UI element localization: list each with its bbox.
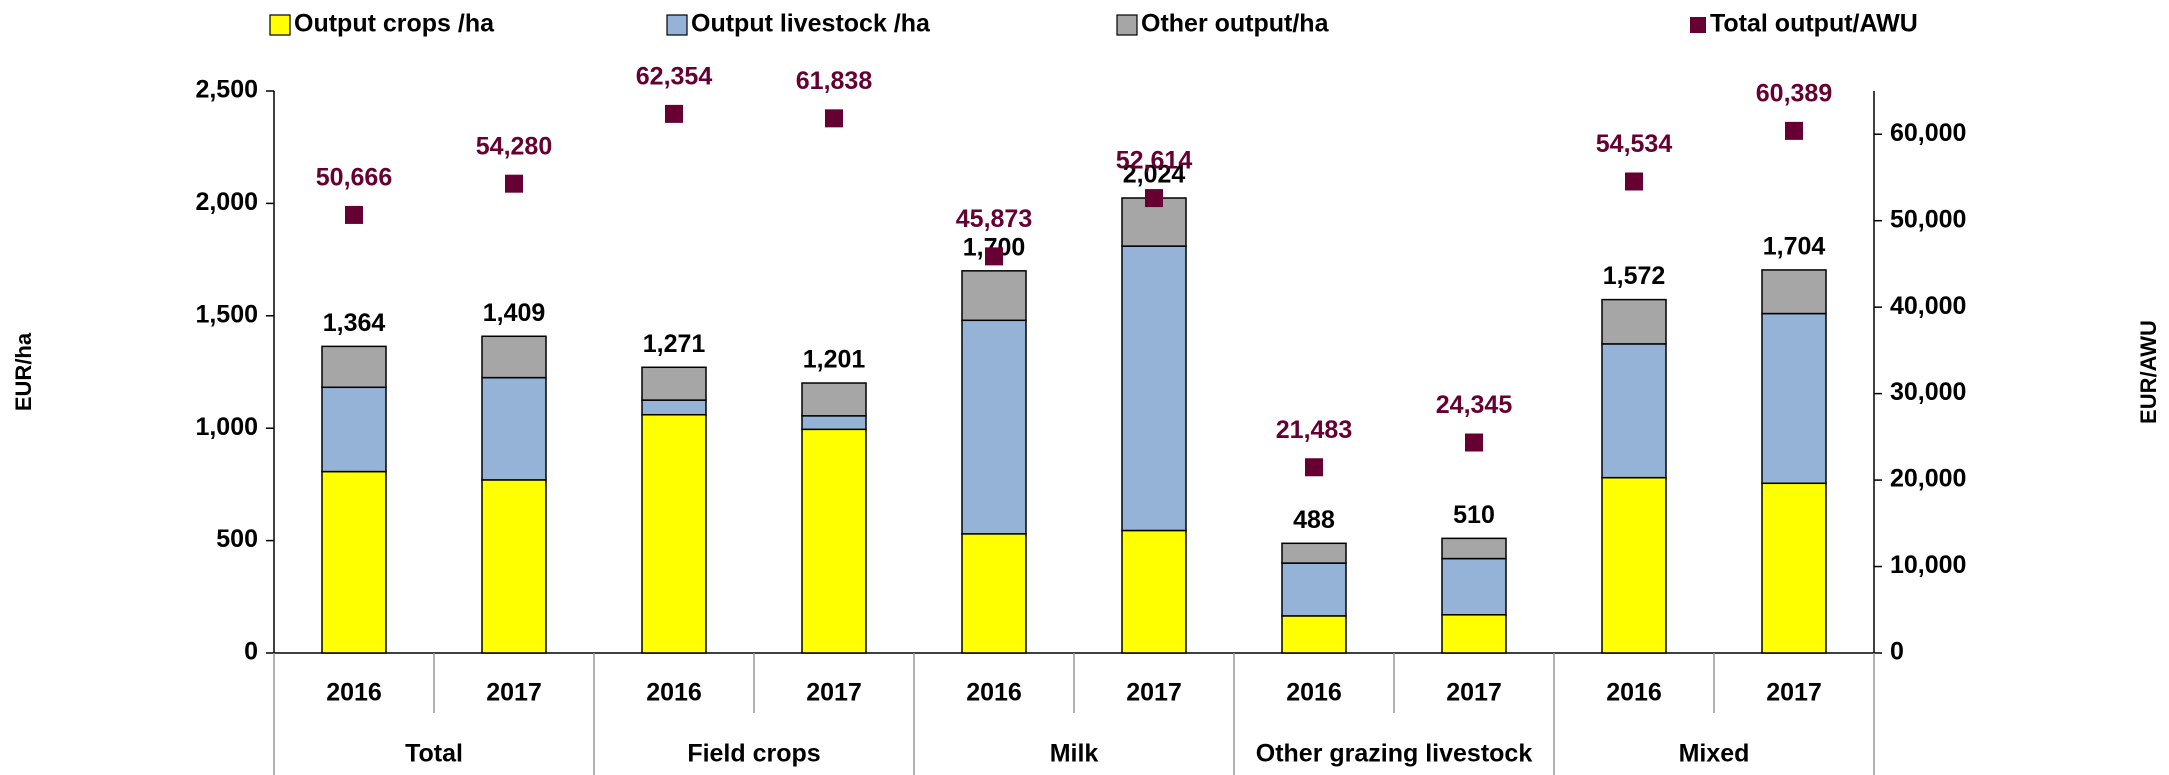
bar-segment [1281, 615, 1347, 654]
bar-segment [1441, 537, 1507, 560]
marker [985, 247, 1003, 266]
legend-label: Total output/AWU [1710, 10, 1918, 38]
y-tick-label: 500 [216, 525, 258, 553]
y2-tick-label: 10,000 [1890, 551, 1966, 579]
marker [345, 205, 363, 224]
y-tick-label: 0 [244, 638, 258, 666]
marker [1145, 189, 1163, 208]
bar-segment [641, 366, 707, 401]
x-tick-label: 2017 [806, 679, 862, 707]
y-tick-label: 1,500 [195, 300, 258, 328]
bar-segment [961, 270, 1027, 322]
total-label: 1,572 [1603, 262, 1666, 290]
bar-segment [1761, 312, 1827, 485]
bar-segment [1121, 245, 1187, 532]
legend-swatch [1116, 14, 1138, 36]
bar-segment [481, 335, 547, 379]
bar-segment [321, 470, 387, 654]
total-label: 488 [1293, 506, 1335, 534]
marker-label: 54,534 [1596, 130, 1673, 158]
y2-tick-label: 0 [1890, 638, 1904, 666]
group-label: Other grazing livestock [1256, 740, 1533, 768]
bar-segment [801, 428, 867, 654]
bar-segment [1601, 298, 1667, 345]
y-tick-label: 2,000 [195, 188, 258, 216]
legend-swatch [269, 14, 291, 36]
y-tick-label: 2,500 [195, 76, 258, 104]
x-tick-label: 2016 [326, 679, 382, 707]
y2-tick-label: 40,000 [1890, 292, 1966, 320]
bar-segment [801, 382, 867, 417]
bar-segment [961, 319, 1027, 535]
group-label: Total [405, 740, 463, 768]
y2-tick-label: 20,000 [1890, 465, 1966, 493]
marker [1625, 172, 1643, 191]
bar-segment [1761, 482, 1827, 654]
marker [1785, 121, 1803, 140]
bar-segment [1761, 269, 1827, 315]
marker-label: 61,838 [796, 67, 873, 95]
bar-segment [1441, 557, 1507, 616]
legend-label: Output livestock /ha [691, 10, 931, 38]
bar-segment [961, 533, 1027, 654]
total-label: 1,409 [483, 299, 546, 327]
marker [1465, 433, 1483, 452]
bar-segment [1281, 562, 1347, 617]
group-label: Milk [1050, 740, 1099, 768]
x-tick-label: 2017 [1126, 679, 1182, 707]
legend-swatch [1690, 17, 1706, 33]
marker-label: 62,354 [636, 62, 713, 90]
marker [825, 109, 843, 128]
group-label: Field crops [687, 740, 820, 768]
y-axis-title: EUR/ha [11, 332, 36, 411]
bar-segment [801, 415, 867, 431]
bar-segment [321, 386, 387, 473]
marker-label: 54,280 [476, 132, 552, 160]
total-label: 1,704 [1763, 233, 1826, 261]
x-tick-label: 2016 [1606, 679, 1662, 707]
bar-segment [321, 345, 387, 389]
total-label: 1,271 [643, 330, 706, 358]
marker-label: 52,614 [1116, 147, 1193, 175]
marker-label: 45,873 [956, 205, 1032, 233]
marker [505, 174, 523, 193]
x-tick-label: 2016 [1286, 679, 1342, 707]
y-tick-label: 1,000 [195, 413, 258, 441]
x-tick-label: 2017 [1766, 679, 1822, 707]
total-label: 1,201 [803, 346, 866, 374]
x-tick-label: 2017 [486, 679, 542, 707]
x-tick-label: 2017 [1446, 679, 1502, 707]
x-tick-label: 2016 [646, 679, 702, 707]
marker-label: 50,666 [316, 164, 392, 192]
y2-tick-label: 30,000 [1890, 378, 1966, 406]
total-label: 1,364 [323, 309, 386, 337]
legend-swatch [666, 14, 688, 36]
legend-label: Output crops /ha [294, 10, 495, 38]
marker-label: 60,389 [1756, 79, 1832, 107]
bar-segment [1601, 476, 1667, 654]
bar-segment [1441, 614, 1507, 654]
marker-label: 24,345 [1436, 391, 1513, 419]
y2-axis-title: EUR/AWU [2136, 320, 2161, 424]
bar-segment [481, 376, 547, 481]
y2-tick-label: 50,000 [1890, 205, 1966, 233]
x-tick-label: 2016 [966, 679, 1022, 707]
total-label: 2,024 [1123, 161, 1186, 189]
marker-label: 21,483 [1276, 416, 1352, 444]
group-label: Mixed [1679, 740, 1750, 768]
bar-segment [641, 399, 707, 416]
total-label: 510 [1453, 501, 1495, 529]
marker [665, 104, 683, 123]
y2-tick-label: 60,000 [1890, 119, 1966, 147]
bar-segment [641, 413, 707, 654]
bar-segment [1281, 542, 1347, 564]
marker [1305, 458, 1323, 477]
bar-segment [1601, 343, 1667, 479]
legend-label: Other output/ha [1141, 10, 1330, 38]
bar-segment [1121, 529, 1187, 654]
bar-segment [481, 479, 547, 654]
